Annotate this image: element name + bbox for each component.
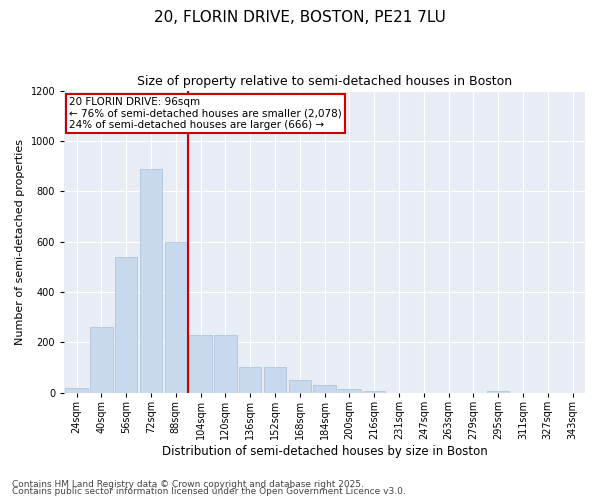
Bar bbox=[140, 168, 162, 392]
Text: Contains public sector information licensed under the Open Government Licence v3: Contains public sector information licen… bbox=[12, 487, 406, 496]
Bar bbox=[214, 334, 236, 392]
Title: Size of property relative to semi-detached houses in Boston: Size of property relative to semi-detach… bbox=[137, 75, 512, 88]
Bar bbox=[239, 368, 262, 392]
Bar bbox=[115, 256, 137, 392]
Bar bbox=[289, 380, 311, 392]
Text: Contains HM Land Registry data © Crown copyright and database right 2025.: Contains HM Land Registry data © Crown c… bbox=[12, 480, 364, 489]
Bar bbox=[65, 388, 88, 392]
Bar bbox=[90, 327, 113, 392]
Text: 20 FLORIN DRIVE: 96sqm
← 76% of semi-detached houses are smaller (2,078)
24% of : 20 FLORIN DRIVE: 96sqm ← 76% of semi-det… bbox=[69, 97, 342, 130]
X-axis label: Distribution of semi-detached houses by size in Boston: Distribution of semi-detached houses by … bbox=[162, 444, 487, 458]
Bar bbox=[313, 385, 336, 392]
Bar bbox=[190, 334, 212, 392]
Bar bbox=[338, 389, 361, 392]
Text: 20, FLORIN DRIVE, BOSTON, PE21 7LU: 20, FLORIN DRIVE, BOSTON, PE21 7LU bbox=[154, 10, 446, 25]
Bar bbox=[264, 368, 286, 392]
Y-axis label: Number of semi-detached properties: Number of semi-detached properties bbox=[15, 138, 25, 344]
Bar bbox=[164, 242, 187, 392]
